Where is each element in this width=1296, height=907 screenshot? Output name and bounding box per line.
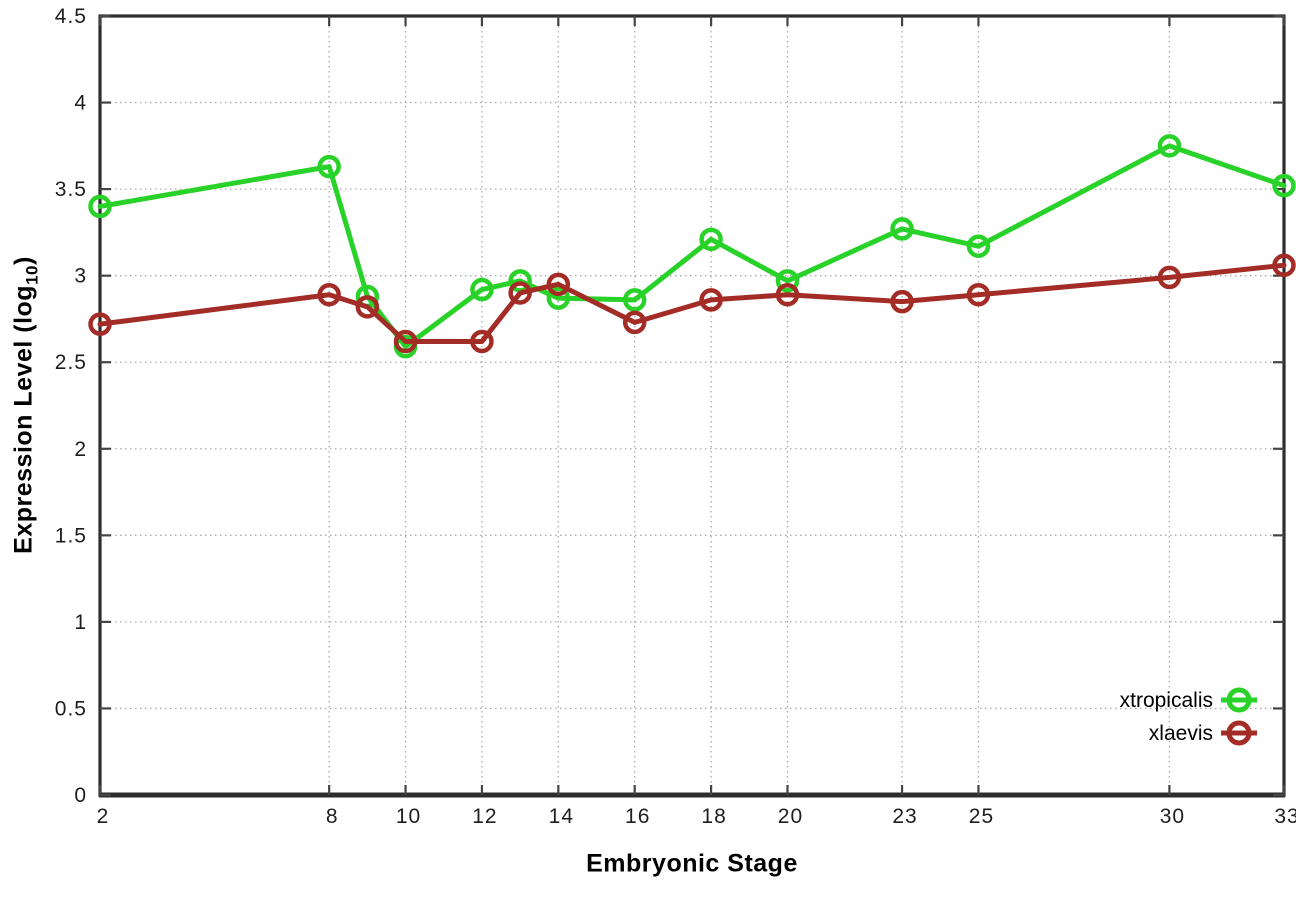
x-tick-label: 2: [97, 805, 110, 828]
x-axis-title-text: Embryonic Stage: [586, 849, 798, 878]
data-point-marker-xlaevis: [508, 281, 532, 305]
x-tick-label: 14: [549, 805, 574, 828]
data-point-marker-xtropicalis: [966, 234, 991, 258]
data-point-marker-xlaevis: [546, 272, 571, 297]
y-axis-title-end: ): [9, 256, 38, 265]
data-point-marker-xtropicalis: [622, 288, 647, 312]
data-point-marker-xlaevis: [317, 282, 341, 307]
data-point-marker-xlaevis: [622, 310, 647, 335]
x-tick-label: 30: [1160, 805, 1185, 828]
data-point-marker-xtropicalis: [508, 269, 532, 293]
data-point-marker-xlaevis: [890, 289, 914, 314]
x-tick-label: 20: [778, 805, 803, 828]
data-point-marker-xtropicalis: [88, 194, 112, 219]
y-tick-label: 0.5: [55, 697, 87, 720]
series-xlaevis: [88, 253, 1296, 354]
data-point-marker-xlaevis: [355, 295, 380, 319]
data-point-marker-xtropicalis: [470, 277, 494, 302]
x-tick-label: 23: [892, 805, 917, 828]
x-tick-label: 25: [969, 805, 994, 828]
data-point-marker-xtropicalis: [699, 227, 723, 252]
data-point-marker-xlaevis: [1157, 265, 1182, 290]
data-point-marker-xlaevis: [775, 282, 800, 307]
x-tick-label: 8: [326, 805, 339, 828]
y-tick-label: 0: [74, 784, 87, 807]
y-axis-title-main: Expression Level (log: [9, 284, 38, 554]
legend-marker-xtropicalis: [1226, 687, 1252, 713]
data-point-marker-xtropicalis: [775, 269, 800, 293]
y-tick-label: 2: [74, 438, 87, 461]
series-line-xlaevis: [97, 262, 1287, 344]
data-point-marker-xlaevis: [88, 312, 112, 336]
y-tick-label: 4.5: [55, 5, 87, 28]
data-point-marker-xtropicalis: [1157, 134, 1182, 158]
y-tick-label: 3: [74, 265, 87, 288]
axis-ticks: 0 0.5 1 1.5 2 2.5 3 3.5 4 4.5 2 8 10 12 14 16 18 20 23 25 30…: [55, 5, 1296, 828]
data-point-marker-xlaevis: [393, 329, 418, 354]
x-tick-label: 33: [1274, 805, 1296, 828]
x-tick-label: 12: [472, 805, 497, 828]
data-point-marker-xtropicalis: [546, 286, 571, 310]
series-xtropicalis: [88, 134, 1296, 359]
y-tick-label: 4: [74, 92, 87, 115]
y-axis-title-subscript: 10: [22, 264, 42, 285]
data-point-marker-xlaevis: [699, 288, 723, 312]
gridlines: [100, 16, 1284, 795]
data-point-marker-xlaevis: [966, 282, 991, 307]
data-point-marker-xtropicalis: [890, 217, 914, 241]
y-tick-label: 3.5: [55, 178, 87, 201]
y-tick-label: 1: [74, 611, 87, 634]
legend-marker-xlaevis: [1226, 720, 1252, 746]
y-axis-title: Expression Level (log10): [10, 256, 43, 554]
x-axis-title: Embryonic Stage: [586, 850, 798, 879]
data-point-marker-xlaevis: [470, 329, 494, 354]
series-line-xtropicalis: [97, 143, 1287, 350]
data-point-marker-xtropicalis: [317, 154, 341, 179]
data-point-marker-xtropicalis: [1272, 173, 1296, 198]
data-point-marker-xlaevis: [1272, 253, 1296, 278]
y-tick-label: 2.5: [55, 351, 87, 374]
x-tick-label: 18: [701, 805, 726, 828]
x-tick-label: 10: [396, 805, 421, 828]
legend: xtropicalis xlaevis: [1120, 687, 1257, 746]
legend-label-xlaevis: xlaevis: [1149, 722, 1213, 745]
legend-label-xtropicalis: xtropicalis: [1120, 689, 1213, 712]
y-tick-label: 1.5: [55, 524, 87, 547]
plot-border: [98, 14, 1286, 797]
x-tick-label: 16: [625, 805, 650, 828]
